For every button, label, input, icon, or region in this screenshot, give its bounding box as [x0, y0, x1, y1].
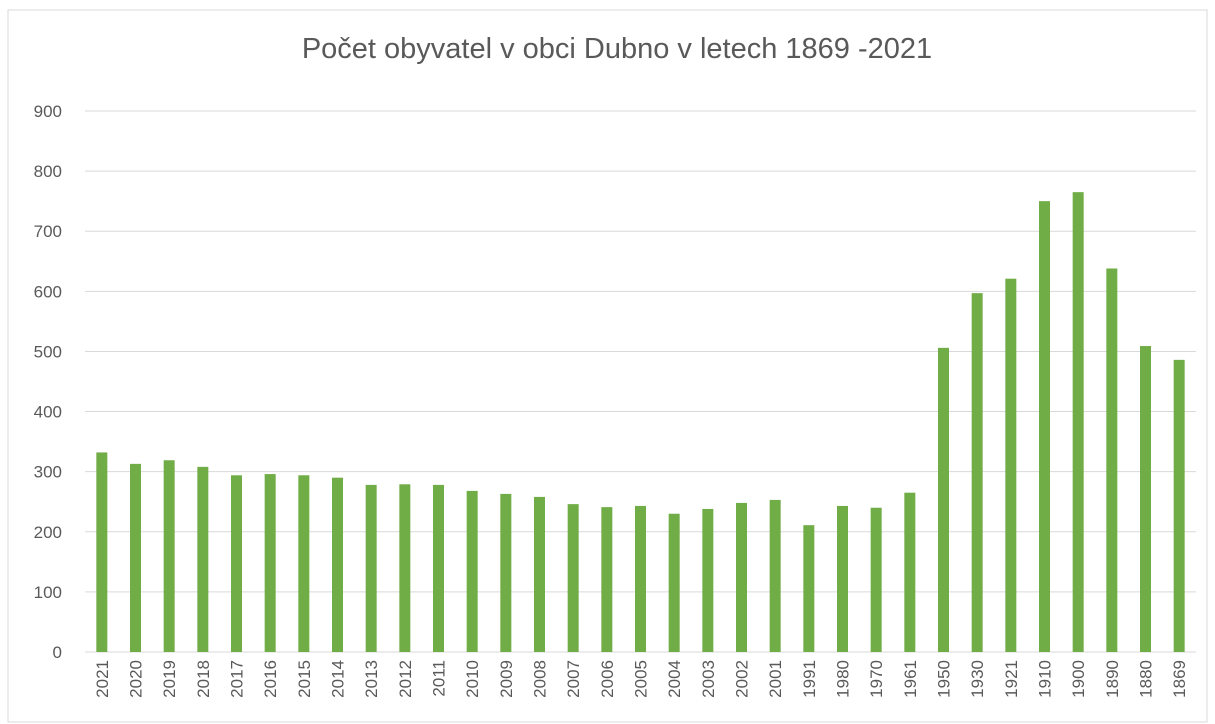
y-tick-label: 300 [34, 463, 62, 482]
y-tick-label: 700 [34, 222, 62, 241]
bar [567, 504, 579, 652]
x-tick-label: 2010 [463, 660, 482, 698]
x-tick-label: 2005 [632, 660, 651, 698]
bar [938, 347, 949, 652]
bar [264, 474, 276, 652]
y-tick-label: 500 [34, 342, 62, 361]
y-tick-label: 800 [34, 162, 62, 181]
x-tick-label: 2008 [531, 660, 550, 698]
x-tick-label: 1961 [901, 660, 920, 698]
y-tick-label: 400 [34, 403, 62, 422]
bar [803, 525, 815, 652]
x-tick-label: 2009 [497, 660, 516, 698]
bar [231, 475, 242, 652]
x-tick-label: 2017 [228, 660, 247, 698]
x-tick-label: 2021 [93, 660, 112, 698]
bar [130, 463, 141, 652]
bar [466, 490, 478, 652]
bar [163, 460, 175, 652]
bar [601, 507, 613, 652]
x-tick-label: 1910 [1036, 660, 1055, 698]
bar [1039, 201, 1050, 652]
y-tick-label: 0 [53, 643, 62, 662]
bar [635, 505, 646, 652]
bar [904, 492, 916, 652]
bar [365, 484, 377, 652]
chart-title: Počet obyvatel v obci Dubno v letech 186… [302, 33, 932, 65]
bar [298, 475, 310, 652]
bar [702, 508, 714, 652]
bar [1173, 359, 1185, 652]
x-tick-label: 2019 [160, 660, 179, 698]
x-tick-label: 2013 [362, 660, 381, 698]
x-tick-label: 1970 [867, 660, 886, 698]
y-tick-label: 600 [34, 282, 62, 301]
bar [1140, 346, 1151, 652]
x-tick-label: 2018 [194, 660, 213, 698]
bar [668, 513, 680, 652]
bar [971, 293, 983, 652]
bar [332, 477, 343, 652]
x-tick-label: 1880 [1137, 660, 1156, 698]
x-tick-label: 1991 [800, 660, 819, 698]
bar [433, 484, 444, 652]
x-tick-label: 2011 [430, 660, 449, 697]
x-tick-label: 1900 [1069, 660, 1088, 698]
x-tick-label: 1930 [968, 660, 987, 698]
x-tick-label: 1869 [1170, 660, 1189, 698]
x-tick-label: 2012 [396, 660, 415, 698]
bar [399, 484, 411, 652]
x-tick-label: 2020 [127, 660, 146, 698]
x-tick-label: 1921 [1002, 660, 1021, 698]
x-tick-label: 1980 [834, 660, 853, 698]
x-tick-label: 2006 [598, 660, 617, 698]
y-tick-label: 900 [34, 102, 62, 121]
x-tick-label: 2001 [766, 660, 785, 698]
x-tick-label: 2015 [295, 660, 314, 698]
x-tick-label: 1890 [1103, 660, 1122, 698]
bar [837, 505, 848, 652]
x-tick-label: 2004 [665, 660, 684, 698]
x-tick-label: 2007 [564, 660, 583, 698]
x-tick-label: 2002 [733, 660, 752, 698]
x-tick-label: 1950 [935, 660, 954, 698]
y-tick-label: 200 [34, 523, 62, 542]
bar [736, 502, 747, 652]
bar [870, 507, 882, 652]
bar [769, 499, 781, 652]
bar [96, 452, 108, 652]
bar [1072, 192, 1084, 652]
x-tick-label: 2014 [329, 660, 348, 698]
bar [197, 466, 209, 652]
bar [500, 493, 512, 652]
x-tick-label: 2003 [699, 660, 718, 698]
bar [534, 496, 545, 652]
x-tick-label: 2016 [261, 660, 280, 698]
bar [1106, 268, 1118, 652]
bar [1005, 278, 1017, 652]
y-tick-label: 100 [34, 583, 62, 602]
